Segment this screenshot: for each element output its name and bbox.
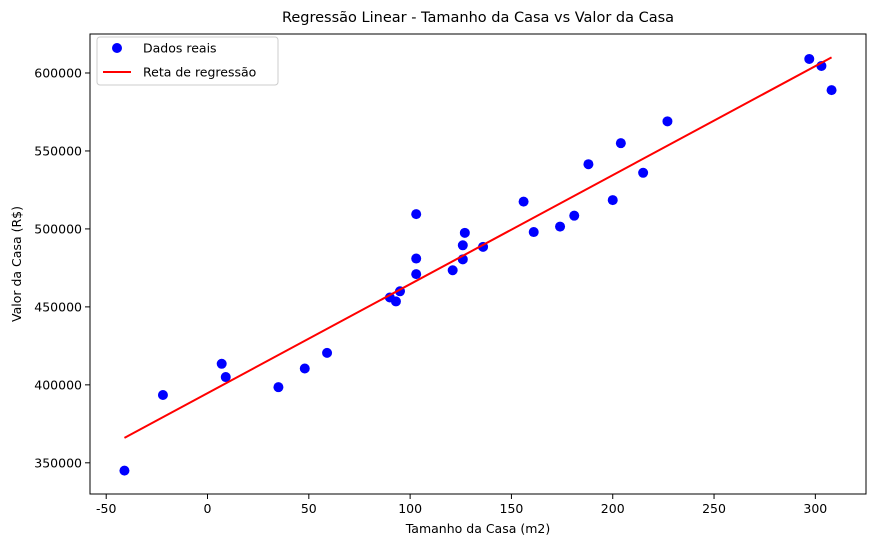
y-tick-label: 400000 [34,377,82,392]
x-tick-label: 100 [398,501,422,516]
legend: Dados reais Reta de regressão [96,36,279,86]
data-point-16 [459,227,470,238]
x-tick-label: 300 [803,501,827,516]
x-tick-label: 250 [702,501,726,516]
plot-marks [119,53,837,476]
data-point-0 [119,465,130,476]
data-point-10 [411,209,422,220]
y-axis-label: Valor da Casa (R$) [9,206,24,322]
data-point-24 [615,138,626,149]
data-point-23 [607,195,618,206]
data-point-14 [457,240,468,251]
y-tick-label: 550000 [34,143,82,158]
x-tick-label: 150 [500,501,524,516]
data-point-5 [299,363,310,374]
data-point-20 [555,221,566,232]
plot-frame [89,33,867,495]
regression-line [123,56,833,439]
legend-marker-dados-reais [112,43,122,53]
y-tick-label: 500000 [34,221,82,236]
data-point-6 [322,347,333,358]
chart-title: Regressão Linear - Tamanho da Casa vs Va… [282,10,674,26]
x-axis-ticks: -50 0 50 100 150 200 250 300 [96,494,827,516]
legend-box [96,36,279,86]
data-point-26 [662,116,673,127]
data-point-29 [826,85,837,96]
data-point-1 [157,389,168,400]
data-point-19 [528,227,539,238]
y-axis-ticks: 350000 400000 450000 500000 550000 600000 [34,65,90,470]
data-point-18 [518,196,529,207]
legend-label-reta-de-regressao: Reta de regressão [143,65,256,80]
data-point-3 [220,372,231,383]
y-tick-label: 350000 [34,455,82,470]
data-point-2 [216,358,227,369]
data-point-13 [447,265,458,276]
data-point-22 [583,159,594,170]
data-point-12 [411,269,422,280]
x-tick-label: 50 [301,501,317,516]
legend-label-dados-reais: Dados reais [143,41,217,56]
y-tick-label: 600000 [34,65,82,80]
data-point-27 [804,53,815,64]
y-tick-label: 450000 [34,299,82,314]
data-point-8 [390,296,401,307]
data-point-25 [638,167,649,178]
data-point-4 [273,382,284,393]
x-tick-label: 0 [204,501,212,516]
x-axis-label: Tamanho da Casa (m2) [405,521,551,536]
x-tick-label: 200 [601,501,625,516]
data-point-21 [569,210,580,221]
data-point-11 [411,253,422,264]
x-tick-label: -50 [96,501,116,516]
